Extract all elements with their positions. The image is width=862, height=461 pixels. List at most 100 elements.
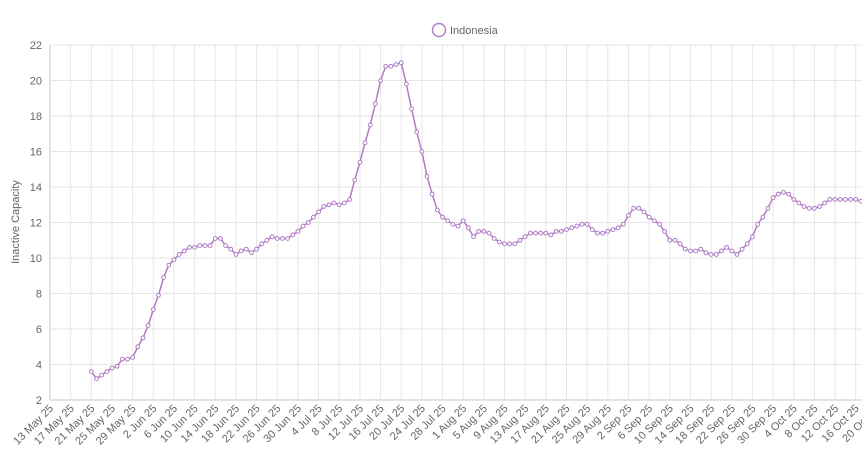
data-point[interactable] (631, 205, 637, 211)
data-point[interactable] (817, 204, 822, 209)
data-point[interactable] (88, 369, 94, 375)
data-point[interactable] (460, 218, 466, 224)
data-point[interactable] (626, 213, 631, 218)
data-point[interactable] (796, 200, 802, 206)
data-point[interactable] (476, 228, 482, 234)
data-point[interactable] (347, 197, 352, 202)
data-point[interactable] (109, 365, 115, 371)
data-point[interactable] (791, 197, 797, 202)
data-point[interactable] (858, 198, 862, 204)
data-point[interactable] (827, 197, 833, 202)
data-point[interactable] (646, 214, 652, 220)
data-point[interactable] (212, 236, 218, 241)
data-point[interactable] (698, 246, 704, 252)
data-point[interactable] (755, 221, 761, 227)
data-point[interactable] (403, 81, 409, 87)
data-point[interactable] (259, 241, 265, 247)
data-point[interactable] (584, 221, 590, 227)
data-point[interactable] (543, 230, 549, 236)
data-point[interactable] (207, 243, 213, 248)
data-point[interactable] (119, 356, 125, 362)
data-point[interactable] (176, 252, 182, 257)
data-point[interactable] (455, 223, 461, 229)
data-point[interactable] (533, 230, 538, 236)
data-point[interactable] (434, 207, 440, 213)
data-point[interactable] (125, 356, 130, 362)
data-point[interactable] (481, 228, 487, 234)
data-point[interactable] (770, 195, 776, 201)
data-point[interactable] (99, 372, 105, 378)
data-point[interactable] (760, 214, 766, 220)
data-point[interactable] (388, 63, 394, 69)
data-point[interactable] (228, 246, 234, 252)
data-point[interactable] (378, 78, 383, 83)
data-point[interactable] (269, 234, 275, 240)
data-point[interactable] (600, 230, 606, 236)
data-point[interactable] (734, 252, 740, 257)
data-point[interactable] (238, 248, 244, 254)
data-point[interactable] (610, 227, 616, 233)
data-point[interactable] (553, 228, 559, 234)
data-point[interactable] (202, 243, 208, 248)
data-point[interactable] (336, 202, 342, 208)
data-point[interactable] (362, 140, 368, 146)
data-point[interactable] (527, 230, 533, 236)
data-point[interactable] (331, 200, 337, 206)
data-point[interactable] (285, 236, 290, 241)
data-point[interactable] (564, 227, 569, 233)
data-point[interactable] (837, 197, 843, 202)
data-point[interactable] (615, 225, 621, 231)
data-point[interactable] (667, 237, 673, 243)
data-point[interactable] (197, 243, 203, 248)
data-point[interactable] (739, 246, 745, 252)
data-point[interactable] (538, 230, 544, 236)
data-point[interactable] (264, 237, 270, 243)
data-point[interactable] (440, 214, 445, 220)
data-point[interactable] (305, 220, 311, 225)
data-point[interactable] (605, 228, 611, 234)
data-point[interactable] (254, 246, 260, 252)
data-point[interactable] (719, 248, 724, 254)
data-point[interactable] (218, 236, 223, 241)
data-point[interactable] (558, 228, 564, 234)
data-point[interactable] (502, 241, 507, 247)
data-point[interactable] (801, 204, 807, 209)
data-point[interactable] (486, 230, 492, 236)
data-point[interactable] (589, 227, 595, 233)
data-point[interactable] (94, 376, 99, 382)
data-point[interactable] (166, 262, 172, 268)
data-point[interactable] (713, 252, 719, 257)
data-point[interactable] (104, 369, 110, 375)
data-point[interactable] (409, 106, 414, 112)
legend-swatch[interactable] (431, 22, 447, 38)
data-point[interactable] (765, 205, 771, 211)
data-point[interactable] (708, 252, 714, 257)
data-point[interactable] (677, 241, 683, 247)
data-point[interactable] (579, 221, 585, 227)
data-point[interactable] (750, 234, 755, 240)
data-point[interactable] (465, 225, 471, 231)
data-point[interactable] (290, 232, 296, 238)
data-point[interactable] (445, 218, 451, 224)
data-point[interactable] (853, 197, 859, 202)
data-point[interactable] (729, 248, 735, 254)
data-point[interactable] (574, 223, 580, 229)
data-point[interactable] (156, 292, 161, 298)
data-point[interactable] (496, 239, 502, 245)
data-point[interactable] (357, 159, 363, 165)
data-point[interactable] (187, 244, 192, 250)
data-point[interactable] (161, 275, 167, 280)
data-point[interactable] (812, 205, 817, 211)
data-point[interactable] (243, 246, 249, 252)
data-point[interactable] (522, 234, 528, 240)
data-point[interactable] (651, 218, 657, 224)
data-point[interactable] (150, 307, 156, 312)
data-point[interactable] (491, 236, 497, 241)
data-point[interactable] (223, 243, 229, 248)
data-point[interactable] (326, 202, 332, 208)
data-point[interactable] (311, 214, 316, 220)
data-point[interactable] (352, 177, 358, 183)
data-point[interactable] (429, 191, 435, 197)
data-point[interactable] (822, 200, 828, 206)
data-point[interactable] (786, 191, 791, 197)
